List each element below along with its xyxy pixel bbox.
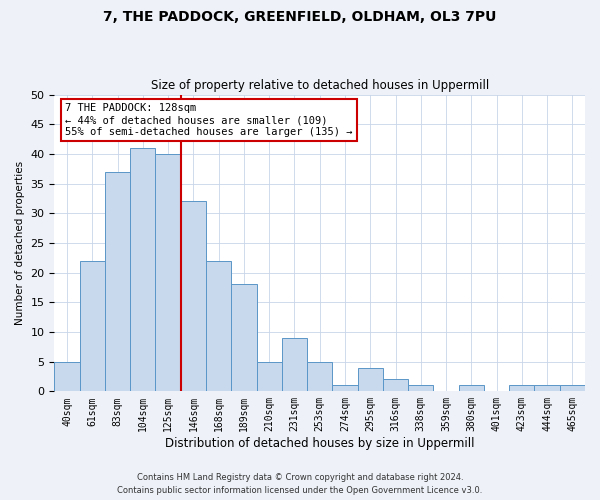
Title: Size of property relative to detached houses in Uppermill: Size of property relative to detached ho…	[151, 79, 489, 92]
Bar	[408, 386, 433, 392]
Bar	[257, 362, 282, 392]
Bar	[332, 386, 358, 392]
Bar	[155, 154, 181, 392]
Text: 7 THE PADDOCK: 128sqm
← 44% of detached houses are smaller (109)
55% of semi-det: 7 THE PADDOCK: 128sqm ← 44% of detached …	[65, 104, 353, 136]
Bar	[130, 148, 155, 392]
Bar	[307, 362, 332, 392]
Bar	[206, 261, 231, 392]
Bar	[105, 172, 130, 392]
Text: Contains HM Land Registry data © Crown copyright and database right 2024.
Contai: Contains HM Land Registry data © Crown c…	[118, 474, 482, 495]
Bar	[509, 386, 535, 392]
Bar	[55, 362, 80, 392]
Bar	[231, 284, 257, 392]
X-axis label: Distribution of detached houses by size in Uppermill: Distribution of detached houses by size …	[165, 437, 475, 450]
Bar	[535, 386, 560, 392]
Bar	[358, 368, 383, 392]
Y-axis label: Number of detached properties: Number of detached properties	[15, 161, 25, 325]
Bar	[282, 338, 307, 392]
Bar	[383, 380, 408, 392]
Bar	[458, 386, 484, 392]
Bar	[181, 202, 206, 392]
Text: 7, THE PADDOCK, GREENFIELD, OLDHAM, OL3 7PU: 7, THE PADDOCK, GREENFIELD, OLDHAM, OL3 …	[103, 10, 497, 24]
Bar	[80, 261, 105, 392]
Bar	[560, 386, 585, 392]
